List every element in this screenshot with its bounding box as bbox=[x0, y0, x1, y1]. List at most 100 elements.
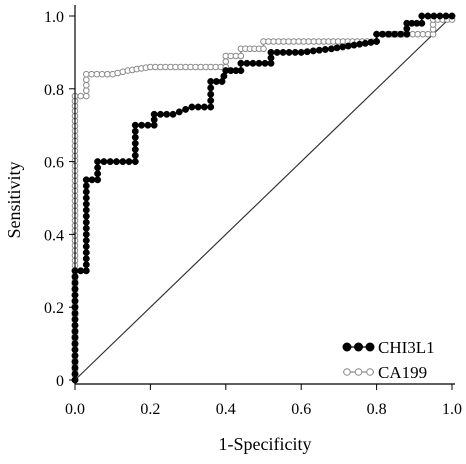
y-tick-label: 0.4 bbox=[44, 227, 64, 244]
data-point bbox=[150, 110, 158, 118]
x-axis-label: 1-Specificity bbox=[219, 434, 312, 454]
x-tick-label: 0.8 bbox=[367, 401, 387, 418]
data-point bbox=[82, 182, 90, 190]
data-point bbox=[82, 237, 90, 244]
data-point bbox=[82, 230, 90, 238]
legend-item: CHI3L1 bbox=[342, 338, 435, 357]
tick-layer: 0.0 0.2 0.4 0.6 0.8 1.0 0 0.2 0.4 0.6 0.8 1.0 bbox=[44, 9, 462, 418]
data-point bbox=[77, 92, 84, 100]
x-tick-label: 0.4 bbox=[216, 401, 236, 418]
data-point bbox=[291, 48, 299, 56]
data-point bbox=[82, 261, 90, 269]
data-point bbox=[98, 70, 106, 78]
data-point bbox=[82, 188, 90, 196]
legend: CHI3L1 CA199 bbox=[342, 338, 435, 382]
y-tick-label: 1.0 bbox=[44, 9, 64, 26]
data-point bbox=[333, 44, 341, 52]
data-point bbox=[385, 30, 393, 38]
data-point bbox=[207, 84, 215, 92]
axes-layer bbox=[74, 5, 455, 385]
data-point bbox=[88, 70, 95, 78]
data-point bbox=[82, 224, 90, 232]
data-point bbox=[285, 48, 293, 56]
legend-label: CHI3L1 bbox=[378, 338, 435, 357]
data-point bbox=[200, 103, 208, 111]
data-point bbox=[82, 206, 90, 214]
data-point bbox=[82, 194, 90, 202]
data-point bbox=[397, 30, 405, 38]
data-point bbox=[309, 47, 317, 55]
data-point bbox=[82, 176, 90, 184]
data-point bbox=[182, 105, 190, 113]
data-point bbox=[83, 87, 90, 94]
y-tick-label: 0.6 bbox=[44, 155, 64, 172]
data-point bbox=[169, 110, 177, 118]
legend-marker bbox=[343, 368, 351, 376]
data-point bbox=[430, 12, 438, 20]
y-tick-label: 0.8 bbox=[44, 82, 64, 99]
data-point bbox=[83, 92, 90, 100]
y-tick-label: 0.2 bbox=[44, 300, 64, 317]
data-point bbox=[83, 70, 90, 78]
data-point bbox=[94, 170, 102, 178]
data-point bbox=[436, 12, 444, 20]
reference-diagonal-layer bbox=[74, 15, 453, 381]
data-point bbox=[188, 103, 196, 111]
data-point bbox=[222, 58, 230, 65]
data-point bbox=[82, 218, 90, 226]
data-point bbox=[94, 176, 102, 184]
data-point bbox=[131, 158, 139, 166]
data-point bbox=[100, 158, 108, 166]
data-point bbox=[144, 121, 152, 129]
legend-marker bbox=[365, 342, 375, 352]
data-point bbox=[82, 267, 90, 275]
legend-item: CA199 bbox=[343, 363, 427, 382]
data-point bbox=[157, 110, 164, 118]
data-point bbox=[367, 38, 375, 46]
data-point bbox=[339, 43, 347, 51]
data-point bbox=[273, 48, 281, 56]
data-point bbox=[131, 127, 139, 135]
data-point bbox=[82, 200, 90, 208]
data-point bbox=[243, 59, 251, 67]
data-point bbox=[194, 103, 202, 111]
data-point bbox=[249, 59, 257, 67]
data-point bbox=[418, 12, 426, 20]
data-point bbox=[207, 90, 215, 98]
data-point bbox=[131, 121, 139, 129]
data-point bbox=[391, 30, 399, 38]
data-point bbox=[83, 81, 90, 89]
data-point bbox=[267, 48, 275, 56]
data-point bbox=[207, 78, 215, 85]
data-point bbox=[344, 42, 352, 50]
data-point bbox=[207, 97, 215, 105]
data-point bbox=[131, 133, 139, 141]
data-point bbox=[379, 30, 387, 38]
legend-marker bbox=[354, 342, 363, 352]
legend-label: CA199 bbox=[378, 363, 427, 382]
y-axis-label: Sensitivity bbox=[4, 161, 24, 238]
data-point bbox=[261, 59, 269, 67]
data-point bbox=[94, 158, 102, 166]
data-point bbox=[260, 45, 267, 53]
x-tick-label: 0.6 bbox=[291, 401, 311, 418]
data-point bbox=[279, 48, 287, 56]
data-point bbox=[119, 158, 127, 166]
data-point bbox=[237, 67, 245, 75]
x-tick-label: 0.0 bbox=[65, 401, 85, 418]
data-point bbox=[424, 12, 432, 20]
data-point bbox=[82, 212, 90, 220]
data-point bbox=[373, 38, 381, 45]
data-point bbox=[237, 59, 245, 67]
legend-marker bbox=[366, 368, 374, 376]
data-point bbox=[327, 45, 335, 53]
data-point bbox=[175, 108, 183, 116]
data-point bbox=[83, 76, 90, 83]
data-point bbox=[106, 158, 114, 166]
data-point bbox=[131, 152, 139, 159]
data-point bbox=[303, 48, 311, 56]
data-point bbox=[131, 139, 139, 147]
data-point bbox=[297, 48, 305, 56]
x-tick-label: 0.2 bbox=[140, 401, 160, 418]
data-point bbox=[350, 41, 358, 49]
